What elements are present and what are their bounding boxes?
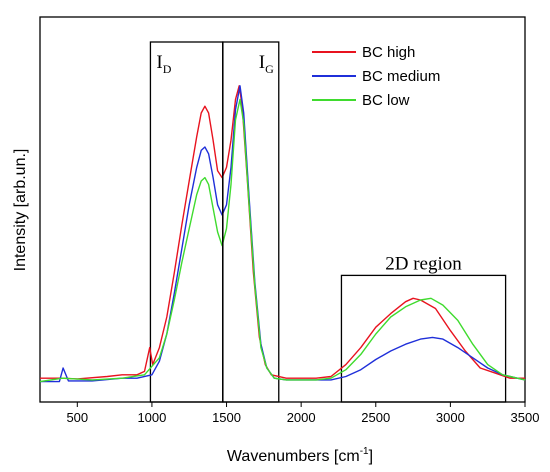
x-tick-label: 2000 [287,410,316,425]
annotation-box-2 [340,274,507,403]
x-axis-label: Wavenumbers [cm-1] [227,446,373,465]
series-line-bc-high [40,85,525,380]
annotation-boxes: ID IG 2D region [149,41,507,403]
plot-frame [39,16,526,403]
x-tick-label: 1000 [137,410,166,425]
legend-label: BC high [362,44,415,61]
legend-label: BC medium [362,68,440,85]
legend-label: BC low [362,92,410,109]
x-tick-label: 500 [66,410,88,425]
annotation-label-0: ID [156,52,171,76]
legend: BC high BC medium BC low [312,44,440,109]
x-tick-label: 2500 [361,410,390,425]
x-tick-label: 1500 [212,410,241,425]
series-line-bc-medium [40,85,526,383]
y-axis-label: Intensity [arb.un.] [12,149,29,272]
x-tick-label: 3500 [511,410,540,425]
annotation-label-1: IG [259,52,274,76]
series-line-bc-low [39,98,526,383]
x-axis-ticks: 500 1000 1500 2000 2500 3000 3500 [66,402,539,425]
spectrum-series [39,42,526,402]
x-tick-label: 3000 [436,410,465,425]
annotation-label-2: 2D region [385,253,462,274]
